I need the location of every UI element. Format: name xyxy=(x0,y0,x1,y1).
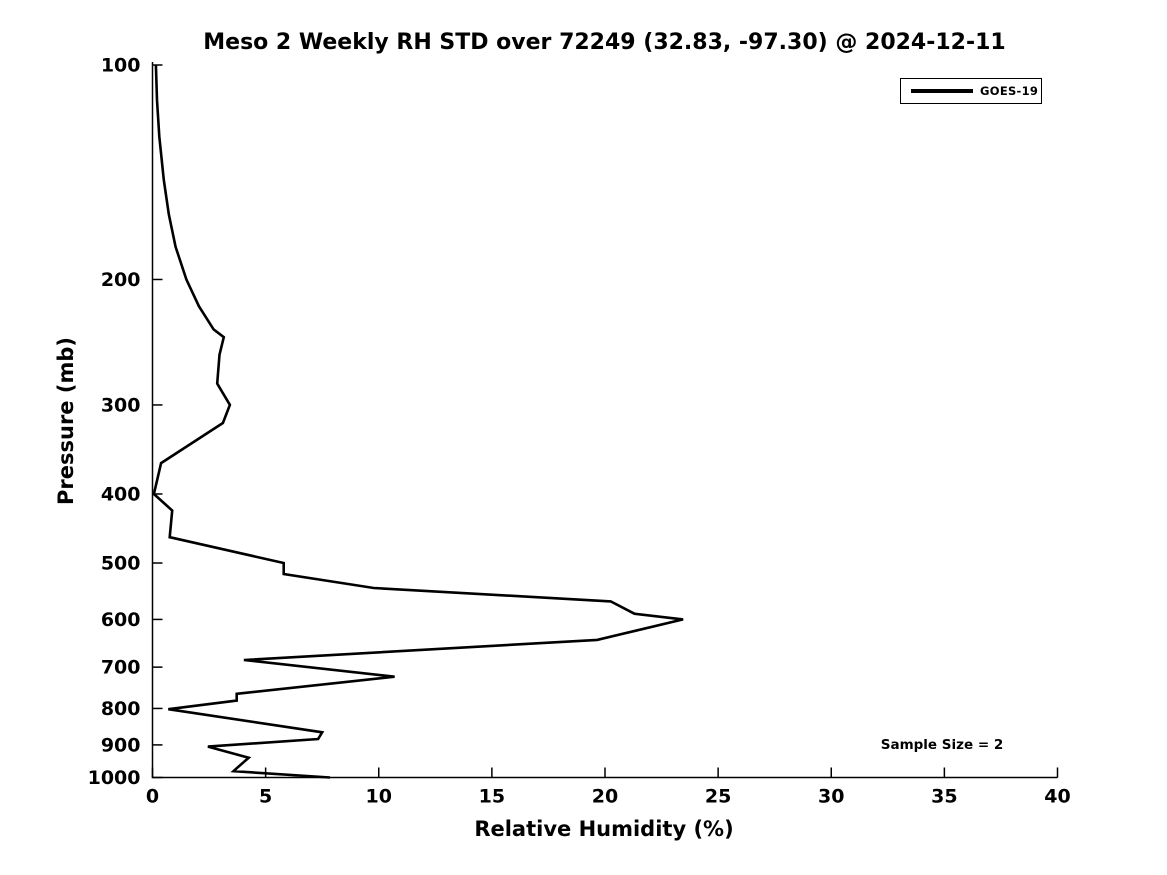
legend: GOES-19 xyxy=(900,78,1042,104)
chart-title: Meso 2 Weekly RH STD over 72249 (32.83, … xyxy=(203,30,1006,55)
y-tick-label: 300 xyxy=(101,394,141,416)
x-tick-label: 25 xyxy=(705,786,731,808)
legend-label: GOES-19 xyxy=(980,84,1039,98)
y-tick-label: 900 xyxy=(101,734,141,756)
legend-line-sample xyxy=(911,89,973,93)
y-tick-label: 700 xyxy=(101,657,141,679)
y-tick-label: 800 xyxy=(101,698,141,720)
data-series-line xyxy=(152,64,684,779)
x-tick-label: 0 xyxy=(146,786,159,808)
x-tick-label: 5 xyxy=(259,786,272,808)
x-tick-label: 30 xyxy=(818,786,844,808)
x-tick-label: 15 xyxy=(479,786,505,808)
y-tick-label: 100 xyxy=(101,55,141,77)
y-tick-label: 500 xyxy=(101,553,141,575)
y-tick-label: 1000 xyxy=(88,767,141,789)
x-tick-label: 35 xyxy=(931,786,957,808)
x-tick-label: 40 xyxy=(1044,786,1070,808)
sample-size-annotation: Sample Size = 2 xyxy=(880,737,1004,753)
x-axis-title: Relative Humidity (%) xyxy=(474,817,734,841)
y-tick-label: 200 xyxy=(101,269,141,291)
y-tick-label: 600 xyxy=(101,609,141,631)
x-tick-label: 10 xyxy=(366,786,392,808)
y-tick-label: 400 xyxy=(101,483,141,505)
x-tick-label: 20 xyxy=(592,786,618,808)
